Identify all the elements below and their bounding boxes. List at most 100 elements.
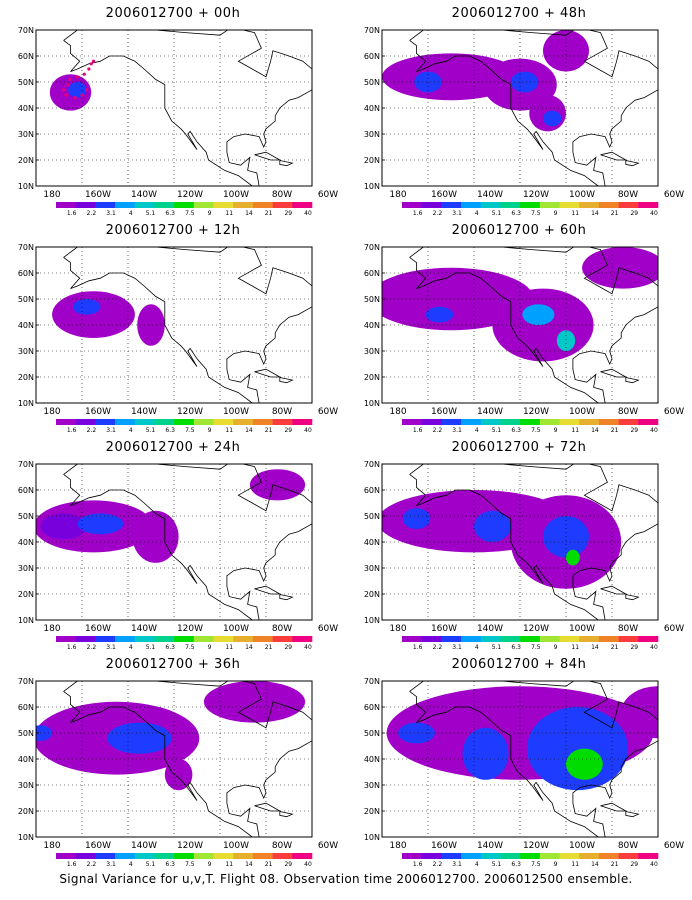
colorbar-label: 21 [265,427,273,434]
lat-label: 70N [364,460,380,469]
colorbar-swatch [539,202,560,208]
lon-label: 180 [389,407,406,417]
panel-title: 2006012700 + 36h [105,657,241,672]
colorbar-label: 11 [225,427,233,434]
colorbar-swatch [480,419,501,425]
lon-label: 60W [318,407,338,417]
colorbar-label: 6.3 [511,210,521,217]
colorbar-swatch [421,853,442,859]
colorbar-label: 9 [554,861,558,868]
colorbar-label: 4 [129,210,133,217]
colorbar-swatch [134,853,155,859]
colorbar-label: 5.1 [146,644,156,651]
lat-label: 60N [18,52,34,61]
colorbar-swatch [520,636,541,642]
lon-label: 160W [431,841,457,851]
colorbar-label: 6.3 [165,861,175,868]
colorbar-swatch [539,636,560,642]
lat-label: 70N [18,26,34,35]
colorbar-label: 7.5 [185,210,195,217]
signal-contour [566,549,580,566]
colorbar-label: 11 [225,644,233,651]
lat-label: 10N [18,399,34,408]
colorbar-label: 11 [571,210,579,217]
lat-label: 20N [364,590,380,599]
colorbar-swatch [461,419,482,425]
map-plot: 70N 60N 50N 40N 30N 20N 10N 180 160W 140W 120W 100W… [364,460,684,651]
colorbar-label: 9 [208,861,212,868]
lat-label: 40N [364,104,380,113]
colorbar-label: 29 [284,210,292,217]
coastline [625,377,640,384]
colorbar-swatch [213,202,234,208]
lon-label: 100W [569,407,595,417]
colorbar-swatch [75,202,96,208]
lon-label: 120W [177,841,203,851]
colorbar-swatch [174,419,195,425]
lon-label: 60W [318,190,338,200]
colorbar-swatch [292,636,313,642]
colorbar-label: 40 [650,644,658,651]
colorbar-swatch [292,202,313,208]
forecast-panel: 2006012700 + 00h 70N 60N 50N 40N 30N 20N 10N 180… [0,0,346,217]
colorbar-swatch [539,853,560,859]
lon-label: 160W [85,190,111,200]
colorbar-label: 1.6 [413,644,423,651]
lat-label: 40N [18,321,34,330]
lat-label: 70N [364,243,380,252]
colorbar-swatch [213,636,234,642]
lat-label: 20N [18,373,34,382]
colorbar-swatch [252,853,273,859]
signal-contour [543,110,562,127]
lon-label: 180 [43,190,60,200]
colorbar-label: 21 [265,861,273,868]
figure-caption: Signal Variance for u,v,T. Flight 08. Ob… [59,872,633,886]
colorbar-swatch [618,419,639,425]
colorbar-swatch [75,636,96,642]
colorbar-label: 1.6 [413,427,423,434]
colorbar-label: 7.5 [185,427,195,434]
lat-label: 50N [364,729,380,738]
coastline [409,681,658,837]
colorbar-swatch [252,636,273,642]
colorbar-label: 7.5 [531,427,541,434]
colorbar-swatch [559,202,580,208]
colorbar-label: 14 [591,427,599,434]
colorbar-label: 14 [245,644,253,651]
colorbar-label: 1.6 [67,644,77,651]
colorbar-swatch [461,853,482,859]
colorbar-label: 5.1 [146,861,156,868]
lat-label: 50N [18,295,34,304]
lat-label: 50N [364,78,380,87]
lon-label: 80W [272,407,292,417]
forecast-panel: 2006012700 + 24h 70N 60N 50N 40N 30N 20N 10N 180… [0,434,346,651]
colorbar-label: 2.2 [433,427,443,434]
lat-label: 50N [364,512,380,521]
coastline [254,151,282,161]
colorbar-swatch [618,636,639,642]
signal-contour [566,748,603,780]
colorbar-label: 6.3 [165,210,175,217]
colorbar-swatch [539,419,560,425]
lat-label: 70N [18,243,34,252]
lon-label: 80W [272,190,292,200]
colorbar-swatch [95,202,116,208]
colorbar-swatch [638,202,659,208]
coastline [63,30,312,186]
colorbar-label: 3.1 [106,644,116,651]
colorbar-swatch [233,636,254,642]
colorbar-label: 4 [475,861,479,868]
lon-label: 80W [618,190,638,200]
colorbar-swatch [559,853,580,859]
colorbar-swatch [134,419,155,425]
colorbar-swatch [500,853,521,859]
colorbar-label: 29 [630,644,638,651]
coastline [279,377,294,384]
lat-label: 50N [18,78,34,87]
colorbar-label: 11 [571,644,579,651]
colorbar-label: 7.5 [531,644,541,651]
map-plot: 70N 60N 50N 40N 30N 20N 10N 180 160W 140W 120W 100W… [18,26,338,217]
colorbar-label: 11 [225,861,233,868]
colorbar-swatch [154,853,175,859]
map-plot: 70N 60N 50N 40N 30N 20N 10N 180 160W 140W 120W 100W… [18,460,338,651]
